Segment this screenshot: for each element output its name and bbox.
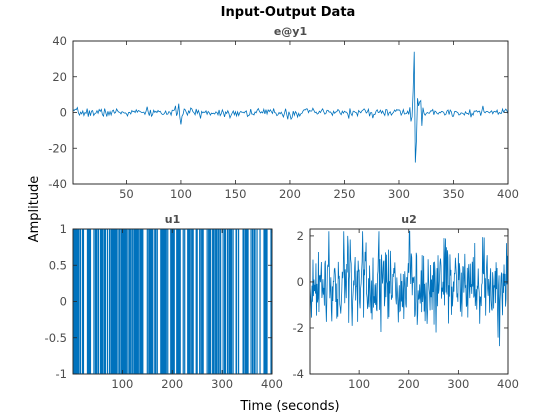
subplot-title: u1 [165, 213, 181, 226]
figure-title: Input-Output Data [221, 5, 356, 20]
x-tick-label: 300 [388, 187, 410, 201]
x-tick-label: 100 [348, 377, 370, 391]
figure-y-label: Amplitude [27, 176, 42, 243]
x-tick-label: 400 [497, 377, 519, 391]
x-tick-label: 100 [111, 377, 133, 391]
y-tick-label: -1 [56, 367, 67, 381]
y-tick-label: -0.5 [45, 331, 67, 345]
subplot-title: e@y1 [274, 25, 307, 38]
x-tick-label: 300 [211, 377, 233, 391]
x-tick-label: 200 [161, 377, 183, 391]
y-tick-label: 1 [60, 222, 67, 236]
y-tick-label: 0 [297, 275, 304, 289]
x-tick-label: 350 [443, 187, 465, 201]
subplot-title: u2 [401, 213, 417, 226]
y-tick-label: -2 [293, 321, 304, 335]
y-tick-label: 0.5 [49, 258, 67, 272]
x-tick-label: 200 [398, 377, 420, 391]
y-tick-label: 40 [52, 34, 67, 48]
x-tick-label: 200 [279, 187, 301, 201]
series-line [310, 230, 508, 347]
y-tick-label: -4 [293, 367, 304, 381]
x-tick-label: 250 [333, 187, 355, 201]
x-tick-label: 300 [447, 377, 469, 391]
subplot-u1: u1 100 200 300 400 -1 -0.5 0 0.5 1 [45, 213, 283, 391]
x-tick-label: 150 [224, 187, 246, 201]
x-tick-label: 400 [261, 377, 283, 391]
y-tick-label: 0 [60, 106, 67, 120]
series-line [73, 51, 508, 163]
y-tick-label: -20 [48, 141, 67, 155]
x-tick-label: 100 [170, 187, 192, 201]
y-tick-label: 0 [60, 295, 67, 309]
x-tick-label: 50 [119, 187, 134, 201]
subplot-e@y1: e@y1 50 100 150 200 250 300 350 400 -40 -20 0 20 40 [48, 25, 519, 201]
x-tick-label: 400 [497, 187, 519, 201]
subplot-u2: u2 100 200 300 400 -4 -2 0 2 [293, 213, 519, 391]
y-tick-label: 2 [297, 229, 304, 243]
figure-x-label: Time (seconds) [239, 399, 339, 414]
y-tick-label: 20 [52, 70, 67, 84]
axes-frame [72, 40, 509, 185]
y-tick-label: -40 [48, 177, 67, 191]
